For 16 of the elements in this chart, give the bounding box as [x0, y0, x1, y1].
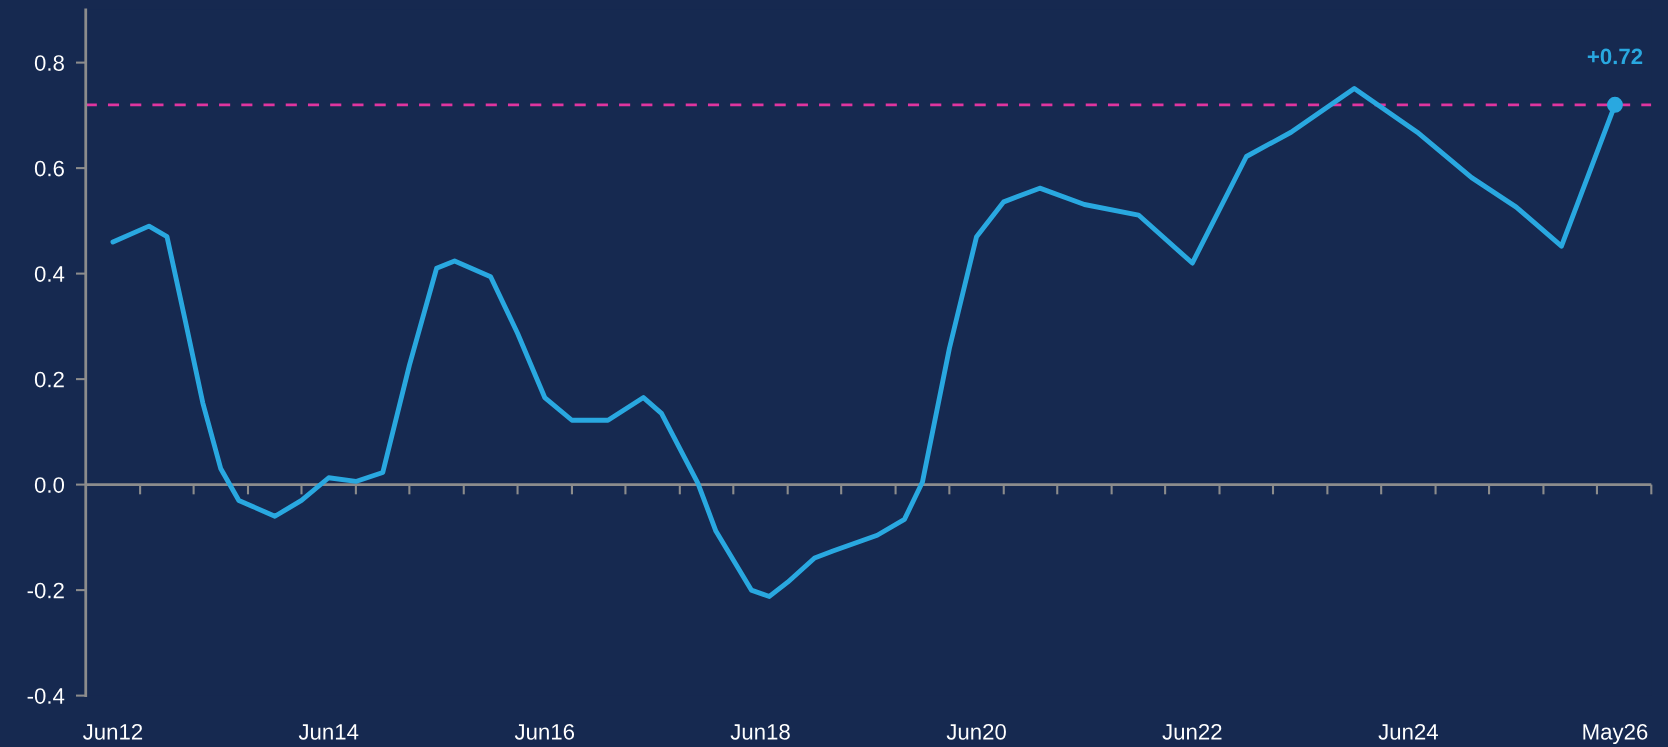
x-tick-label: Jun22: [1162, 723, 1222, 740]
x-tick-label: Jun24: [1378, 723, 1438, 740]
y-tick-label: 0.6: [34, 160, 64, 177]
y-tick-label: 0.0: [34, 477, 65, 493]
y-tick-label: 0.4: [34, 266, 65, 282]
x-tick-label: Jun20: [946, 723, 1006, 740]
x-tick-label: Jun14: [298, 724, 359, 740]
x-tick-label: May26: [1583, 723, 1648, 745]
y-tick-label: 0.8: [34, 55, 64, 71]
annotation: +0.72: [1587, 48, 1643, 65]
x-tick-label: Jun18: [730, 723, 790, 740]
x-tick-label: Jun16: [514, 723, 575, 740]
y-tick-label: -0.2: [27, 582, 64, 599]
y-tick-label: -0.4: [27, 688, 65, 704]
x-tick-label: Jun12: [83, 723, 143, 740]
y-tick-label: 0.2: [34, 371, 64, 388]
